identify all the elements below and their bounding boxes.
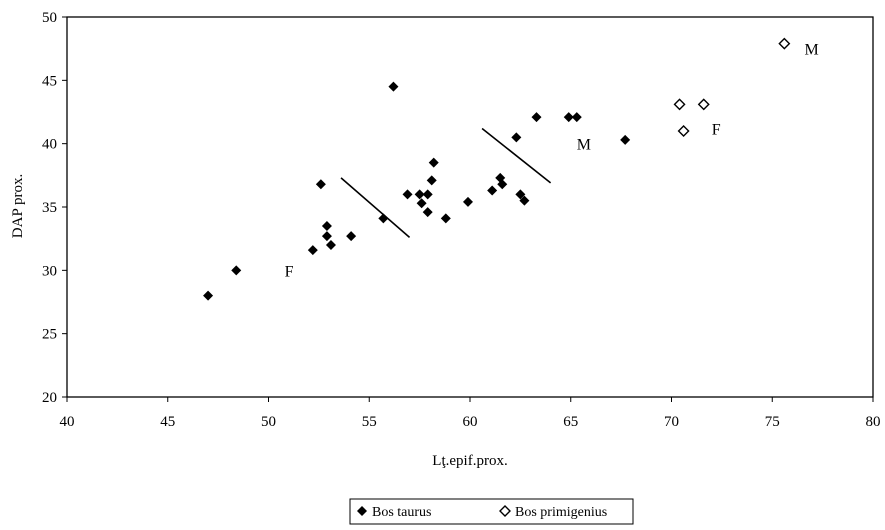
annotation-label: M [804,42,818,59]
y-tick-label: 45 [42,73,57,89]
bos-primigenius-point [673,98,686,111]
bos-taurus-point [462,196,473,207]
bos-taurus-point [440,213,451,224]
annotation-label: F [712,121,721,138]
legend-filled-diamond-icon [357,506,367,516]
bos-taurus-point [428,157,439,168]
separator-line [481,127,552,184]
annotations: F M F M [285,42,819,281]
bos-taurus-point [307,245,318,256]
bos-primigenius-point [778,37,791,50]
legend-item-bos-primigenius: Bos primigenius [515,505,607,520]
annotation-label: M [577,137,591,154]
bos-taurus-point [325,240,336,250]
bos-taurus-point [346,231,357,242]
bos-taurus-point [231,265,242,276]
legend: Bos taurus Bos primigenius [349,498,634,525]
bos-taurus-point [497,179,508,190]
data-points [203,37,791,301]
y-tick-label: 35 [42,200,57,216]
x-axis: 40 45 50 55 60 65 70 75 80 [60,397,881,430]
bos-taurus-point [422,207,433,218]
y-tick-label: 20 [42,390,57,406]
plot-border [66,16,874,398]
bos-taurus-point [426,175,437,186]
legend-item-bos-taurus: Bos taurus [372,505,432,520]
annotation-label: F [285,263,294,280]
bos-taurus-point [531,112,542,123]
y-axis: 20 25 30 35 40 45 50 [42,10,67,406]
bos-taurus-point [563,112,574,123]
x-tick-label: 50 [261,414,276,430]
legend-box [349,498,634,525]
separator-line [340,177,411,239]
bos-taurus-point [487,185,498,196]
x-tick-label: 65 [563,414,578,430]
y-tick-label: 30 [42,263,57,279]
separator-lines [340,127,552,239]
bos-primigenius-point [677,125,690,137]
y-tick-label: 40 [42,137,57,153]
bos-taurus-point [203,290,214,301]
bos-primigenius-point [697,98,710,111]
bos-taurus-point [414,189,425,200]
bos-taurus-point [571,112,582,123]
x-tick-label: 60 [463,414,478,430]
bos-taurus-point [620,134,631,145]
y-axis-title: DAP prox. [10,174,26,238]
x-axis-title: Lţ.epif.prox. [432,453,507,469]
bos-taurus-point [402,189,413,200]
x-tick-label: 45 [160,414,175,430]
legend-open-diamond-icon [499,505,511,517]
x-tick-label: 80 [866,414,881,430]
plot-area [66,16,874,398]
bos-taurus-point [321,221,332,231]
x-tick-label: 75 [765,414,780,430]
bos-taurus-point [416,198,427,209]
bos-taurus-point [315,179,326,190]
bos-taurus-point [511,132,522,143]
y-tick-label: 25 [42,327,57,343]
bos-taurus-point [378,213,389,224]
bos-taurus-point [422,189,433,200]
bos-taurus-point [321,231,332,242]
bos-taurus-point [519,195,530,206]
x-tick-label: 40 [60,414,75,430]
bos-taurus-point [515,189,526,200]
x-tick-label: 55 [362,414,377,430]
y-tick-label: 50 [42,10,57,26]
x-tick-label: 70 [664,414,679,430]
bos-taurus-point [388,81,399,92]
